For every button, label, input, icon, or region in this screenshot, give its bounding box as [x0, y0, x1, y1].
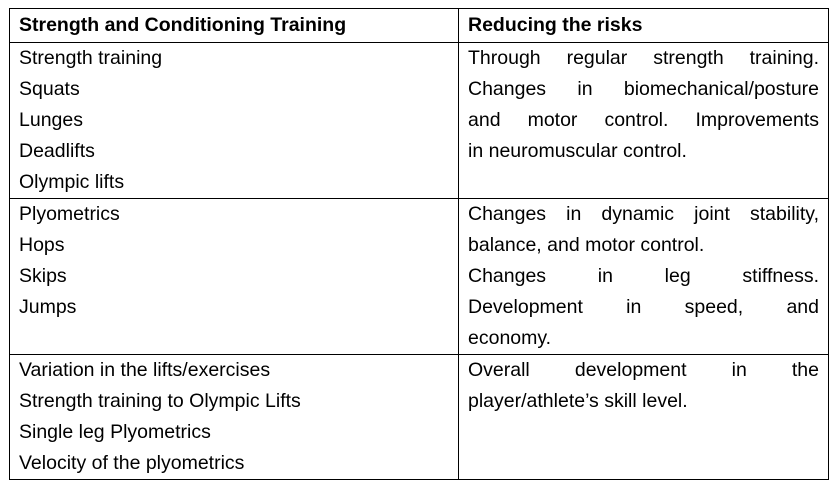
- training-item: Plyometrics: [19, 203, 120, 225]
- training-item: Skips: [19, 265, 67, 287]
- training-item: Strength training to Olympic Lifts: [19, 390, 301, 412]
- header-training: Strength and Conditioning Training: [9, 8, 459, 43]
- risks-cell: Overall development in the player/athlet…: [458, 354, 829, 480]
- risk-line: balance, and motor control.: [468, 234, 705, 256]
- training-item: Squats: [19, 78, 80, 100]
- risk-line: economy.: [468, 327, 552, 349]
- risk-line: Development in speed, and: [468, 296, 819, 318]
- table-header-row: Strength and Conditioning Training Reduc…: [9, 8, 829, 43]
- training-item: Olympic lifts: [19, 171, 125, 193]
- training-item: Jumps: [19, 296, 77, 318]
- header-risks: Reducing the risks: [458, 8, 829, 43]
- training-cell: Strength training Squats Lunges Deadlift…: [9, 42, 459, 199]
- risk-line: in neuromuscular control.: [468, 140, 687, 162]
- training-item: Deadlifts: [19, 140, 95, 162]
- risk-line: Changes in dynamic joint stability,: [468, 203, 819, 225]
- risk-line: Overall development in the: [468, 359, 819, 381]
- training-item: Velocity of the plyometrics: [19, 452, 245, 474]
- table-row: Strength training Squats Lunges Deadlift…: [9, 42, 829, 199]
- risk-line: player/athlete’s skill level.: [468, 390, 688, 412]
- training-item: Hops: [19, 234, 65, 256]
- risk-line: Changes in biomechanical/posture: [468, 78, 819, 100]
- training-item: Single leg Plyometrics: [19, 421, 211, 443]
- training-cell: Plyometrics Hops Skips Jumps: [9, 198, 459, 355]
- training-risk-table: Strength and Conditioning Training Reduc…: [9, 8, 829, 480]
- risks-cell: Changes in dynamic joint stability, bala…: [458, 198, 829, 355]
- risks-cell: Through regular strength training. Chang…: [458, 42, 829, 199]
- table-row: Variation in the lifts/exercises Strengt…: [9, 354, 829, 480]
- training-item: Strength training: [19, 47, 163, 69]
- risk-line: Through regular strength training.: [468, 47, 819, 69]
- training-item: Variation in the lifts/exercises: [19, 359, 271, 381]
- risk-line: and motor control. Improvements: [468, 109, 819, 131]
- training-cell: Variation in the lifts/exercises Strengt…: [9, 354, 459, 480]
- table-row: Plyometrics Hops Skips Jumps Changes in …: [9, 198, 829, 355]
- risk-line: Changes in leg stiffness.: [468, 265, 819, 287]
- training-item: Lunges: [19, 109, 83, 131]
